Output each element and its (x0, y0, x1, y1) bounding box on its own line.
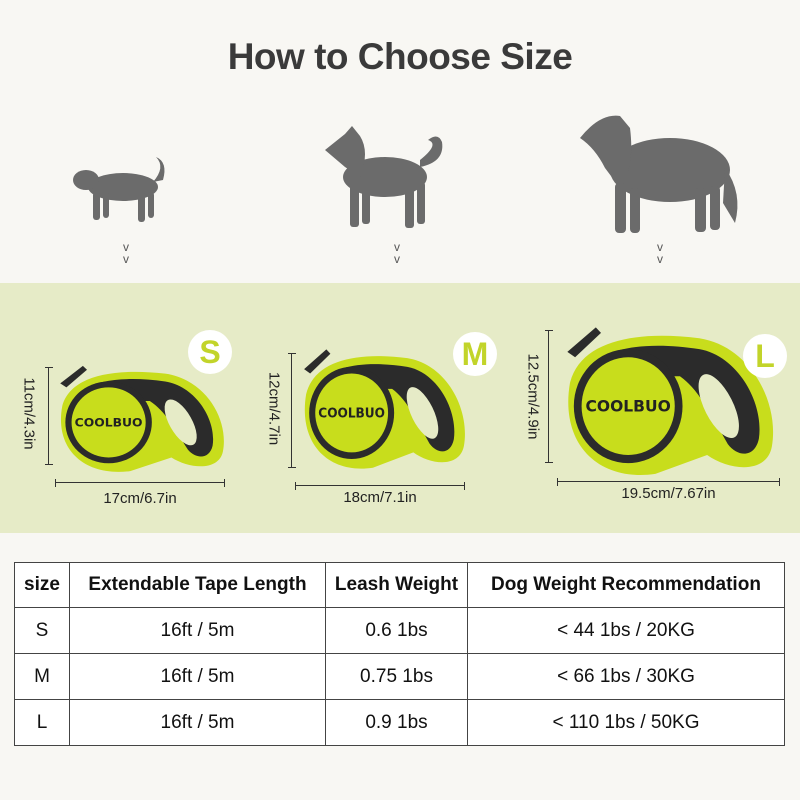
size-badge-m: M (453, 332, 497, 376)
table-row: L 16ft / 5m 0.9 1bs < 110 1bs / 50KG (14, 699, 785, 746)
large-dog-icon (580, 115, 738, 233)
cell-dog-weight: < 66 1bs / 30KG (467, 653, 785, 700)
height-label-l: 12.5cm/4.9in (524, 353, 542, 440)
cell-size: M (14, 653, 70, 700)
width-dimension-line (295, 482, 465, 493)
cell-tape-length: 16ft / 5m (69, 653, 326, 700)
medium-dog-icon (325, 126, 443, 228)
cell-tape-length: 16ft / 5m (69, 607, 326, 654)
width-label-m: 18cm/7.1in (343, 489, 417, 506)
brand-logo: COOLBUO (75, 416, 143, 430)
width-label-l: 19.5cm/7.67in (621, 485, 716, 502)
header-size: size (14, 562, 70, 608)
leash-small-image: COOLBUO (60, 365, 224, 472)
cell-size: S (14, 607, 70, 654)
size-badge-l: L (743, 334, 787, 378)
cell-dog-weight: < 44 1bs / 20KG (467, 607, 785, 654)
height-label-s: 11cm/4.3in (20, 377, 38, 450)
brand-logo: COOLBUO (586, 396, 671, 415)
header-dog-weight: Dog Weight Recommendation (467, 562, 785, 608)
table-row: M 16ft / 5m 0.75 1bs < 66 1bs / 30KG (14, 653, 785, 700)
size-badge-s: S (188, 330, 232, 374)
page-title: How to Choose Size (227, 36, 573, 77)
brand-logo: COOLBUO (318, 405, 385, 421)
height-dimension-line (45, 367, 56, 465)
height-dimension-line (545, 330, 556, 463)
header-leash-weight: Leash Weight (325, 562, 468, 608)
size-table: size Extendable Tape Length Leash Weight… (14, 562, 785, 746)
small-dog-icon (73, 157, 165, 222)
height-label-m: 12cm/4.7in (265, 371, 283, 446)
cell-dog-weight: < 110 1bs / 50KG (467, 699, 785, 746)
cell-leash-weight: 0.6 1bs (325, 607, 468, 654)
width-label-s: 17cm/6.7in (103, 490, 177, 507)
table-row: S 16ft / 5m 0.6 1bs < 44 1bs / 20KG (14, 607, 785, 654)
height-dimension-line (288, 353, 299, 468)
header-tape-length: Extendable Tape Length (69, 562, 326, 608)
cell-tape-length: 16ft / 5m (69, 699, 326, 746)
width-dimension-line (55, 479, 225, 490)
leash-large-image: COOLBUO (567, 327, 774, 476)
cell-size: L (14, 699, 70, 746)
table-header-row: size Extendable Tape Length Leash Weight… (14, 562, 785, 608)
leash-medium-image: COOLBUO (304, 349, 465, 469)
cell-leash-weight: 0.9 1bs (325, 699, 468, 746)
width-dimension-line (557, 478, 780, 489)
cell-leash-weight: 0.75 1bs (325, 653, 468, 700)
